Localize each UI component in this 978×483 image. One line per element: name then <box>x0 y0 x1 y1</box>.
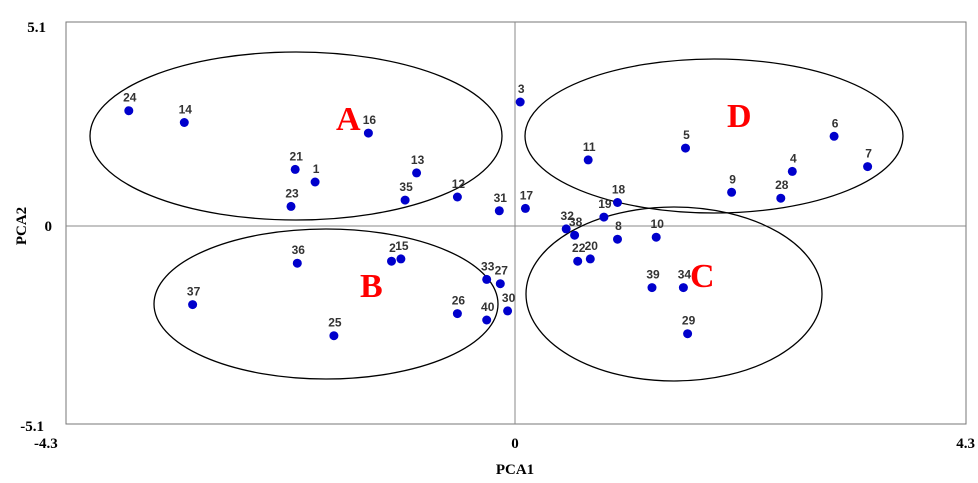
data-point-33 <box>482 274 492 284</box>
data-point-label: 17 <box>520 188 534 202</box>
data-point-22 <box>573 256 583 266</box>
data-point-label: 40 <box>481 300 495 314</box>
data-point-label: 22 <box>572 241 586 255</box>
group-label-c: C <box>690 258 715 295</box>
data-point-label: 15 <box>395 239 409 253</box>
data-point-label: 16 <box>363 113 377 127</box>
cluster-ellipses <box>89 51 904 382</box>
data-point-10 <box>651 232 661 242</box>
data-point-label: 12 <box>452 177 466 191</box>
y-tick-label-bottom: -5.1 <box>20 419 44 435</box>
data-point-23 <box>286 201 296 211</box>
data-point-21 <box>290 164 300 174</box>
x-tick-label-zero: 0 <box>511 436 519 452</box>
data-point-label: 33 <box>481 259 495 273</box>
data-point-label: 10 <box>651 217 665 231</box>
data-point-7 <box>863 162 873 172</box>
data-point-label: 8 <box>615 219 622 233</box>
data-point-13 <box>412 168 422 178</box>
data-point-label: 3 <box>518 82 525 96</box>
data-point-label: 11 <box>583 140 596 154</box>
data-point-label: 39 <box>646 268 660 282</box>
data-point-34 <box>678 283 688 293</box>
data-point-12 <box>452 192 462 202</box>
data-point-label: 18 <box>612 183 626 197</box>
data-point-label: 5 <box>683 128 690 142</box>
data-point-8 <box>613 234 622 244</box>
data-point-label: 21 <box>290 149 304 163</box>
data-point-label: 38 <box>569 215 583 229</box>
data-point-28 <box>776 193 786 203</box>
y-axis-title: PCA2 <box>14 207 30 245</box>
data-point-label: 6 <box>832 116 839 130</box>
data-point-39 <box>647 283 657 293</box>
data-point-label: 32 <box>561 209 575 223</box>
data-point-11 <box>583 155 593 165</box>
data-point-label: 2 <box>389 241 396 255</box>
group-label-a: A <box>336 101 361 138</box>
data-point-40 <box>482 315 492 325</box>
data-point-label: 31 <box>494 191 508 205</box>
y-tick-label-top: 5.1 <box>27 20 46 36</box>
x-axis-title: PCA1 <box>496 462 534 478</box>
data-point-9 <box>727 187 737 197</box>
data-point-27 <box>495 279 505 289</box>
data-point-label: 29 <box>682 314 696 328</box>
cluster-ellipse-c <box>525 206 823 382</box>
data-point-19 <box>599 212 609 222</box>
data-point-36 <box>292 258 302 268</box>
data-point-37 <box>188 300 198 310</box>
data-point-label: 30 <box>502 291 516 305</box>
data-point-4 <box>787 166 797 176</box>
data-point-31 <box>494 206 504 216</box>
data-point-30 <box>503 306 513 316</box>
data-point-label: 36 <box>292 243 306 257</box>
data-point-2 <box>387 256 396 266</box>
data-point-label: 1 <box>313 162 320 176</box>
y-tick-label-zero: 0 <box>45 219 53 235</box>
data-point-1 <box>310 177 320 187</box>
data-point-label: 14 <box>179 103 193 117</box>
data-point-5 <box>681 143 690 153</box>
x-tick-label-right: 4.3 <box>956 436 975 452</box>
data-point-35 <box>400 195 410 205</box>
data-point-3 <box>515 97 525 107</box>
data-point-24 <box>124 106 134 116</box>
data-point-label: 35 <box>399 180 413 194</box>
data-point-label: 13 <box>411 153 425 167</box>
data-point-38 <box>570 230 580 240</box>
data-point-label: 23 <box>285 186 299 200</box>
data-point-15 <box>396 254 406 264</box>
x-tick-label-left: -4.3 <box>34 436 58 452</box>
data-point-16 <box>363 128 373 138</box>
plot-area <box>65 21 967 425</box>
data-point-label: 19 <box>598 197 612 211</box>
data-point-label: 20 <box>585 239 599 253</box>
cluster-ellipse-b <box>153 228 499 380</box>
data-point-label: 27 <box>495 264 509 278</box>
data-point-label: 4 <box>790 151 797 165</box>
group-label-b: B <box>360 268 383 305</box>
data-point-29 <box>683 329 693 339</box>
data-point-25 <box>329 331 339 341</box>
data-point-14 <box>179 118 189 127</box>
cluster-ellipse-d <box>524 58 904 214</box>
data-point-label: 37 <box>187 285 201 299</box>
cluster-ellipse-a <box>89 51 503 221</box>
data-point-18 <box>613 198 622 207</box>
group-label-d: D <box>727 98 752 135</box>
data-point-label: 34 <box>678 268 692 282</box>
data-point-26 <box>452 309 462 319</box>
data-point-20 <box>585 254 595 264</box>
data-point-label: 28 <box>775 178 789 192</box>
data-point-17 <box>520 203 530 213</box>
data-point-label: 26 <box>452 294 466 308</box>
data-point-label: 7 <box>865 147 872 161</box>
data-point-label: 9 <box>729 172 736 186</box>
data-point-6 <box>829 131 839 141</box>
data-point-label: 24 <box>123 91 137 105</box>
data-point-label: 25 <box>328 316 342 330</box>
data-point-32 <box>561 224 571 234</box>
